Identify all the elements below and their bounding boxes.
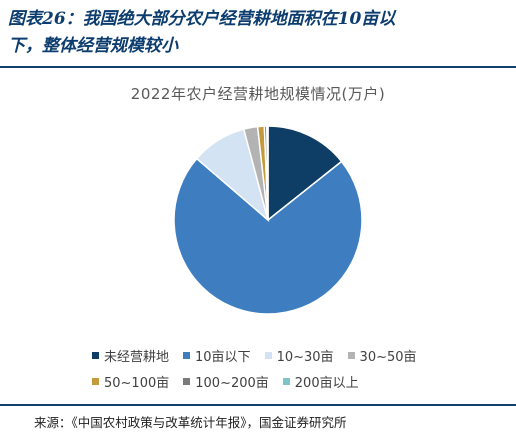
pie-slice-1 [267,125,343,222]
legend-swatch [347,351,355,359]
legend-item: 100~200亩 [183,372,269,391]
legend-row: 50~100亩 100~200亩 200亩以上 [92,368,492,394]
legend-label: 200亩以上 [294,375,359,391]
legend-swatch [183,351,191,359]
legend-item: 未经营耕地 [92,346,169,365]
bottom-divider [0,404,516,406]
figure-title-line-1: 图表26：我国绝大部分农户经营耕地面积在10亩以 [8,9,396,29]
legend-item: 50~100亩 [92,372,169,391]
legend-swatch [282,377,290,385]
legend-label: 10亩以下 [195,349,251,365]
legend-label: 100~200亩 [195,375,269,391]
legend-swatch [183,377,191,385]
figure-title: 图表26：我国绝大部分农户经营耕地面积在10亩以 下，整体经营规模较小 [8,6,510,60]
legend-row: 未经营耕地 10亩以下 10~30亩 30~50亩 [92,342,492,368]
legend-swatch [264,351,272,359]
legend-item: 10亩以下 [183,346,251,365]
chart-legend: 未经营耕地 10亩以下 10~30亩 30~50亩 50~100亩 100~200亩 20… [92,342,492,394]
legend-item: 200亩以上 [282,372,359,391]
chart-title: 2022年农户经营耕地规模情况(万户) [130,85,386,103]
legend-label: 未经营耕地 [104,349,170,365]
legend-label: 30~50亩 [359,349,417,365]
top-divider [0,66,516,68]
pie-slice-2 [173,157,363,315]
figure-title-line-2: 下，整体经营规模较小 [8,36,178,56]
legend-label: 50~100亩 [104,375,170,391]
source-note: 来源：《中国农村政策与改革统计年报》，国金证券研究所 [34,415,347,430]
legend-swatch [92,351,99,359]
legend-swatch [92,377,99,385]
legend-item: 10~30亩 [264,346,334,365]
legend-item: 30~50亩 [347,346,417,365]
legend-label: 10~30亩 [276,349,334,365]
pie-slice-7 [266,125,269,221]
